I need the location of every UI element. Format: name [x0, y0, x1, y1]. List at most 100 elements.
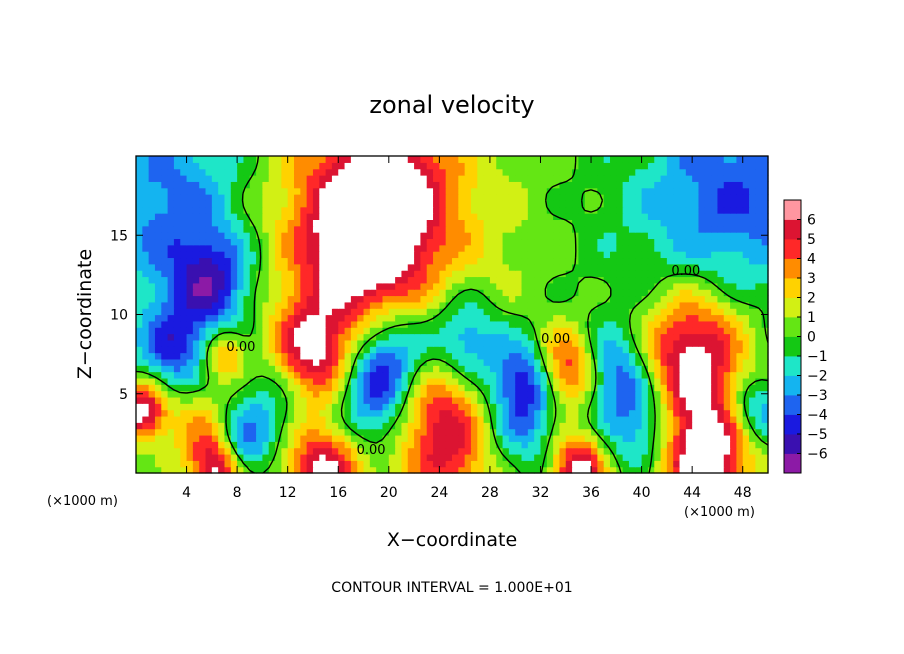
- field-cell: [237, 276, 245, 284]
- field-cell: [148, 358, 156, 366]
- field-cell: [426, 181, 434, 189]
- field-cell: [376, 422, 384, 430]
- field-cell: [420, 371, 428, 379]
- field-cell: [167, 213, 175, 220]
- field-cell: [369, 441, 377, 449]
- field-cell: [654, 447, 662, 455]
- field-cell: [344, 238, 352, 246]
- field-cell: [224, 181, 232, 189]
- field-cell: [603, 194, 611, 201]
- field-cell: [445, 358, 453, 366]
- field-cell: [736, 244, 744, 252]
- field-cell: [540, 320, 548, 328]
- field-cell: [433, 200, 440, 208]
- field-cell: [464, 181, 472, 189]
- field-cell: [426, 460, 434, 468]
- field-cell: [148, 403, 156, 411]
- field-cell: [192, 156, 200, 163]
- field-cell: [622, 403, 630, 411]
- field-cell: [559, 244, 567, 252]
- field-cell: [736, 453, 744, 461]
- field-cell: [186, 270, 194, 278]
- field-cell: [546, 213, 554, 220]
- field-cell: [439, 434, 447, 442]
- field-cell: [395, 415, 403, 423]
- field-cell: [647, 396, 655, 404]
- field-cell: [679, 327, 687, 335]
- field-cell: [237, 434, 245, 442]
- field-cell: [161, 314, 169, 322]
- field-cell: [388, 314, 396, 322]
- field-cell: [597, 257, 605, 265]
- field-cell: [730, 396, 737, 404]
- field-cell: [534, 466, 542, 474]
- field-cell: [553, 219, 561, 227]
- field-cell: [679, 289, 687, 297]
- field-cell: [730, 225, 737, 233]
- field-cell: [483, 308, 491, 316]
- field-cell: [306, 270, 314, 278]
- field-cell: [142, 175, 150, 182]
- field-cell: [755, 187, 763, 195]
- field-cell: [407, 447, 415, 455]
- field-cell: [534, 403, 542, 411]
- field-cell: [420, 213, 428, 220]
- field-cell: [515, 232, 523, 240]
- field-cell: [439, 162, 447, 170]
- field-cell: [401, 194, 409, 201]
- field-cell: [388, 251, 396, 259]
- field-cell: [666, 206, 674, 214]
- field-cell: [723, 327, 731, 335]
- field-cell: [136, 409, 143, 417]
- field-cell: [692, 232, 700, 240]
- field-cell: [685, 428, 693, 436]
- field-cell: [445, 466, 453, 474]
- field-cell: [237, 162, 245, 170]
- field-cell: [268, 263, 276, 271]
- field-cell: [192, 434, 200, 442]
- field-cell: [180, 441, 188, 449]
- field-cell: [211, 219, 219, 227]
- field-cell: [401, 187, 409, 195]
- field-cell: [275, 181, 282, 189]
- field-cell: [483, 206, 491, 214]
- field-cell: [192, 377, 200, 385]
- field-cell: [622, 339, 630, 347]
- field-cell: [161, 238, 169, 246]
- field-cell: [281, 181, 289, 189]
- field-cell: [704, 295, 712, 303]
- field-cell: [180, 384, 188, 392]
- field-cell: [477, 314, 485, 322]
- field-cell: [401, 270, 409, 278]
- field-cell: [268, 460, 276, 468]
- field-cell: [325, 295, 333, 303]
- field-cell: [711, 219, 719, 227]
- field-cell: [610, 168, 617, 176]
- field-cell: [312, 333, 320, 341]
- field-cell: [445, 327, 453, 335]
- field-cell: [312, 289, 320, 297]
- field-cell: [477, 301, 485, 309]
- field-cell: [749, 238, 756, 246]
- field-cell: [420, 168, 428, 176]
- field-cell: [647, 377, 655, 385]
- field-cell: [344, 301, 352, 309]
- field-cell: [395, 282, 403, 290]
- field-cell: [458, 403, 466, 411]
- field-cell: [452, 168, 459, 176]
- field-cell: [470, 168, 478, 176]
- field-cell: [496, 301, 504, 309]
- field-cell: [369, 384, 377, 392]
- field-cell: [230, 428, 238, 436]
- field-cell: [192, 181, 200, 189]
- field-cell: [559, 403, 567, 411]
- field-cell: [635, 346, 643, 354]
- field-cell: [572, 333, 579, 341]
- field-cell: [723, 358, 731, 366]
- field-cell: [154, 175, 162, 182]
- field-cell: [628, 352, 636, 360]
- field-cell: [325, 396, 333, 404]
- field-cell: [597, 289, 605, 297]
- field-cell: [477, 434, 485, 442]
- field-cell: [420, 409, 428, 417]
